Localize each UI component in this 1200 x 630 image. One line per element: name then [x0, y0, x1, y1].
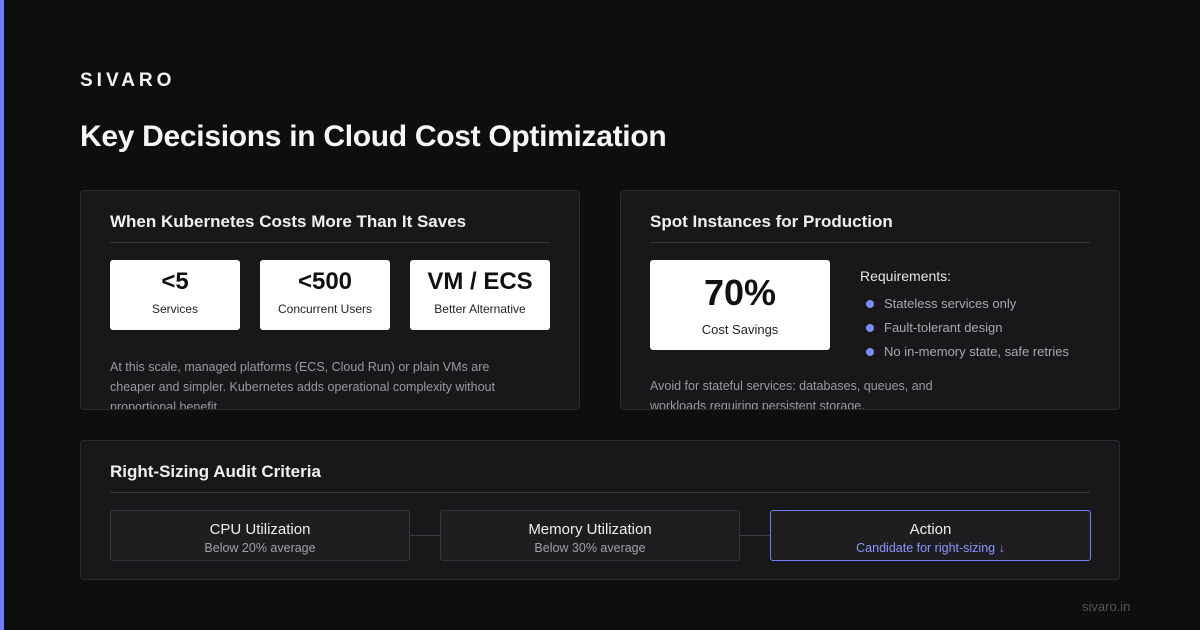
bullet [866, 324, 874, 332]
step: Action Candidate for right-sizing ↓ [770, 510, 1091, 561]
requirements-title: Requirements: [860, 268, 952, 284]
card: Right-Sizing Audit Criteria CPU Utilizat… [80, 440, 1120, 580]
divider [110, 242, 550, 243]
card: Spot Instances for Production 70% Cost S… [620, 190, 1120, 410]
stat: 70% Cost Savings [650, 260, 830, 350]
stat: VM / ECS Better Alternative [410, 260, 550, 330]
requirement: No in-memory state, safe retries [884, 344, 1069, 359]
connector [740, 535, 770, 536]
card-note: Avoid for stateful services: databases, … [650, 379, 933, 410]
stat-value: <5 [161, 268, 189, 295]
card-title: Spot Instances for Production [650, 212, 893, 231]
stat-label: Concurrent Users [277, 302, 373, 316]
divider [650, 242, 1090, 243]
card-title: Right-Sizing Audit Criteria [110, 462, 321, 481]
connector [410, 535, 440, 536]
stat-value: 70% [703, 272, 777, 313]
step-title: CPU Utilization [209, 521, 311, 538]
bullet [866, 300, 874, 308]
brand: SIVARO [80, 70, 176, 91]
stat: <500 Concurrent Users [260, 260, 390, 330]
stat: <5 Services [110, 260, 240, 330]
step-title: Action [909, 521, 952, 538]
divider [110, 492, 1090, 493]
page-title: Key Decisions in Cloud Cost Optimization [80, 120, 667, 153]
requirement: Stateless services only [884, 296, 1017, 311]
step: CPU Utilization Below 20% average [110, 510, 410, 561]
bullet [866, 348, 874, 356]
step: Memory Utilization Below 30% average [440, 510, 740, 561]
requirement: Fault-tolerant design [884, 320, 1003, 335]
stat-label: Services [151, 302, 198, 316]
stat-label: Cost Savings [701, 322, 779, 337]
step-subtitle: Below 30% average [534, 541, 646, 555]
step-subtitle: Below 20% average [204, 541, 316, 555]
step-subtitle: Candidate for right-sizing ↓ [856, 541, 1005, 555]
stat-value: VM / ECS [427, 268, 533, 295]
stat-value: <500 [297, 268, 353, 295]
accent-bar [0, 0, 4, 630]
card-note: At this scale, managed platforms (ECS, C… [110, 360, 495, 410]
stat-label: Better Alternative [434, 302, 526, 316]
card: When Kubernetes Costs More Than It Saves… [80, 190, 580, 410]
card-title: When Kubernetes Costs More Than It Saves [110, 212, 467, 231]
footer: sivaro.in [1082, 599, 1131, 614]
step-title: Memory Utilization [528, 521, 652, 538]
